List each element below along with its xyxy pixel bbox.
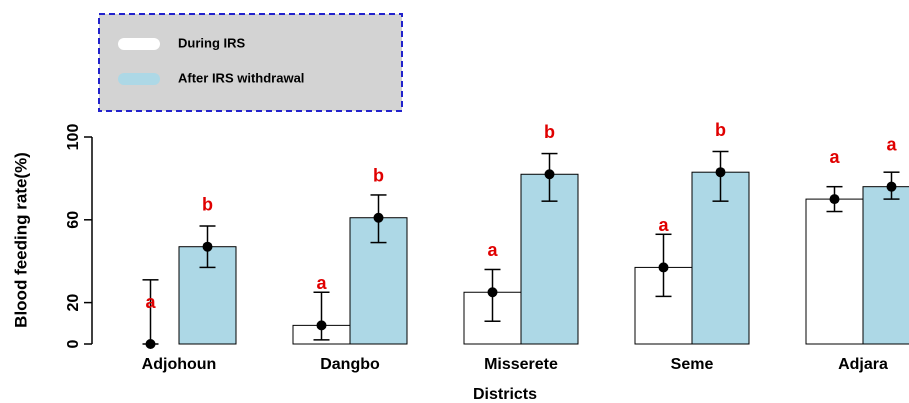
y-tick-label: 100: [65, 124, 82, 151]
significance-letter: b: [544, 122, 555, 142]
mean-point: [145, 339, 156, 349]
y-axis-title: Blood feeding rate(%): [11, 152, 30, 328]
legend-label: During IRS: [178, 35, 245, 50]
x-tick-label: Adjara: [838, 356, 888, 373]
x-tick-label: Misserete: [484, 356, 558, 373]
bar: [862, 186, 909, 345]
mean-point: [202, 241, 213, 252]
significance-letter: a: [658, 215, 669, 235]
legend-swatch: [118, 73, 160, 85]
mean-point: [487, 287, 498, 298]
legend-label: After IRS withdrawal: [178, 70, 304, 85]
x-tick-label: Dangbo: [320, 356, 380, 373]
significance-letter: a: [829, 147, 840, 167]
y-tick-label: 60: [65, 211, 82, 229]
x-axis-title: Districts: [473, 386, 537, 403]
x-tick-label: Adjohoun: [142, 356, 217, 373]
significance-letter: a: [886, 134, 897, 154]
x-tick-label: Seme: [671, 356, 714, 373]
significance-letter: a: [145, 292, 156, 312]
mean-point: [373, 212, 384, 223]
mean-point: [544, 169, 555, 180]
significance-letter: b: [202, 194, 213, 214]
y-tick-label: 20: [65, 294, 82, 312]
mean-point: [658, 262, 669, 273]
legend-swatch: [118, 38, 160, 50]
bar: [520, 173, 579, 345]
mean-point: [829, 194, 840, 205]
significance-letter: a: [487, 240, 498, 260]
significance-letter: a: [316, 273, 327, 293]
mean-point: [886, 181, 897, 192]
bar: [805, 198, 864, 345]
significance-letter: b: [373, 165, 384, 185]
y-tick-label: 0: [65, 339, 82, 348]
significance-letter: b: [715, 120, 726, 140]
mean-point: [316, 320, 327, 331]
legend-box: [98, 13, 403, 112]
mean-point: [715, 167, 726, 178]
